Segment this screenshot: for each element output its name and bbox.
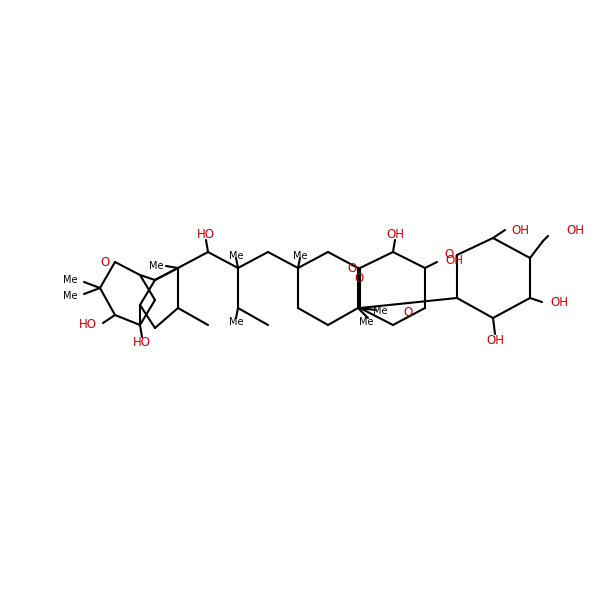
Text: Me: Me <box>64 275 78 285</box>
Text: Me: Me <box>359 317 373 327</box>
Text: HO: HO <box>197 227 215 241</box>
Text: O: O <box>347 262 356 275</box>
Text: Me: Me <box>229 251 243 261</box>
Text: O: O <box>355 271 364 284</box>
Text: Me: Me <box>64 291 78 301</box>
Text: OH: OH <box>445 253 463 266</box>
Text: HO: HO <box>133 337 151 349</box>
Text: O: O <box>445 248 454 262</box>
Text: Me: Me <box>373 306 387 316</box>
Text: OH: OH <box>386 227 404 241</box>
Text: O: O <box>404 307 413 319</box>
Text: OH: OH <box>511 223 529 236</box>
Text: OH: OH <box>486 334 504 346</box>
Text: Me: Me <box>229 317 243 327</box>
Text: HO: HO <box>79 319 97 331</box>
Text: OH: OH <box>550 295 568 308</box>
Text: Me: Me <box>293 251 307 261</box>
Text: OH: OH <box>566 223 584 236</box>
Text: O: O <box>100 256 110 269</box>
Text: Me: Me <box>149 261 164 271</box>
